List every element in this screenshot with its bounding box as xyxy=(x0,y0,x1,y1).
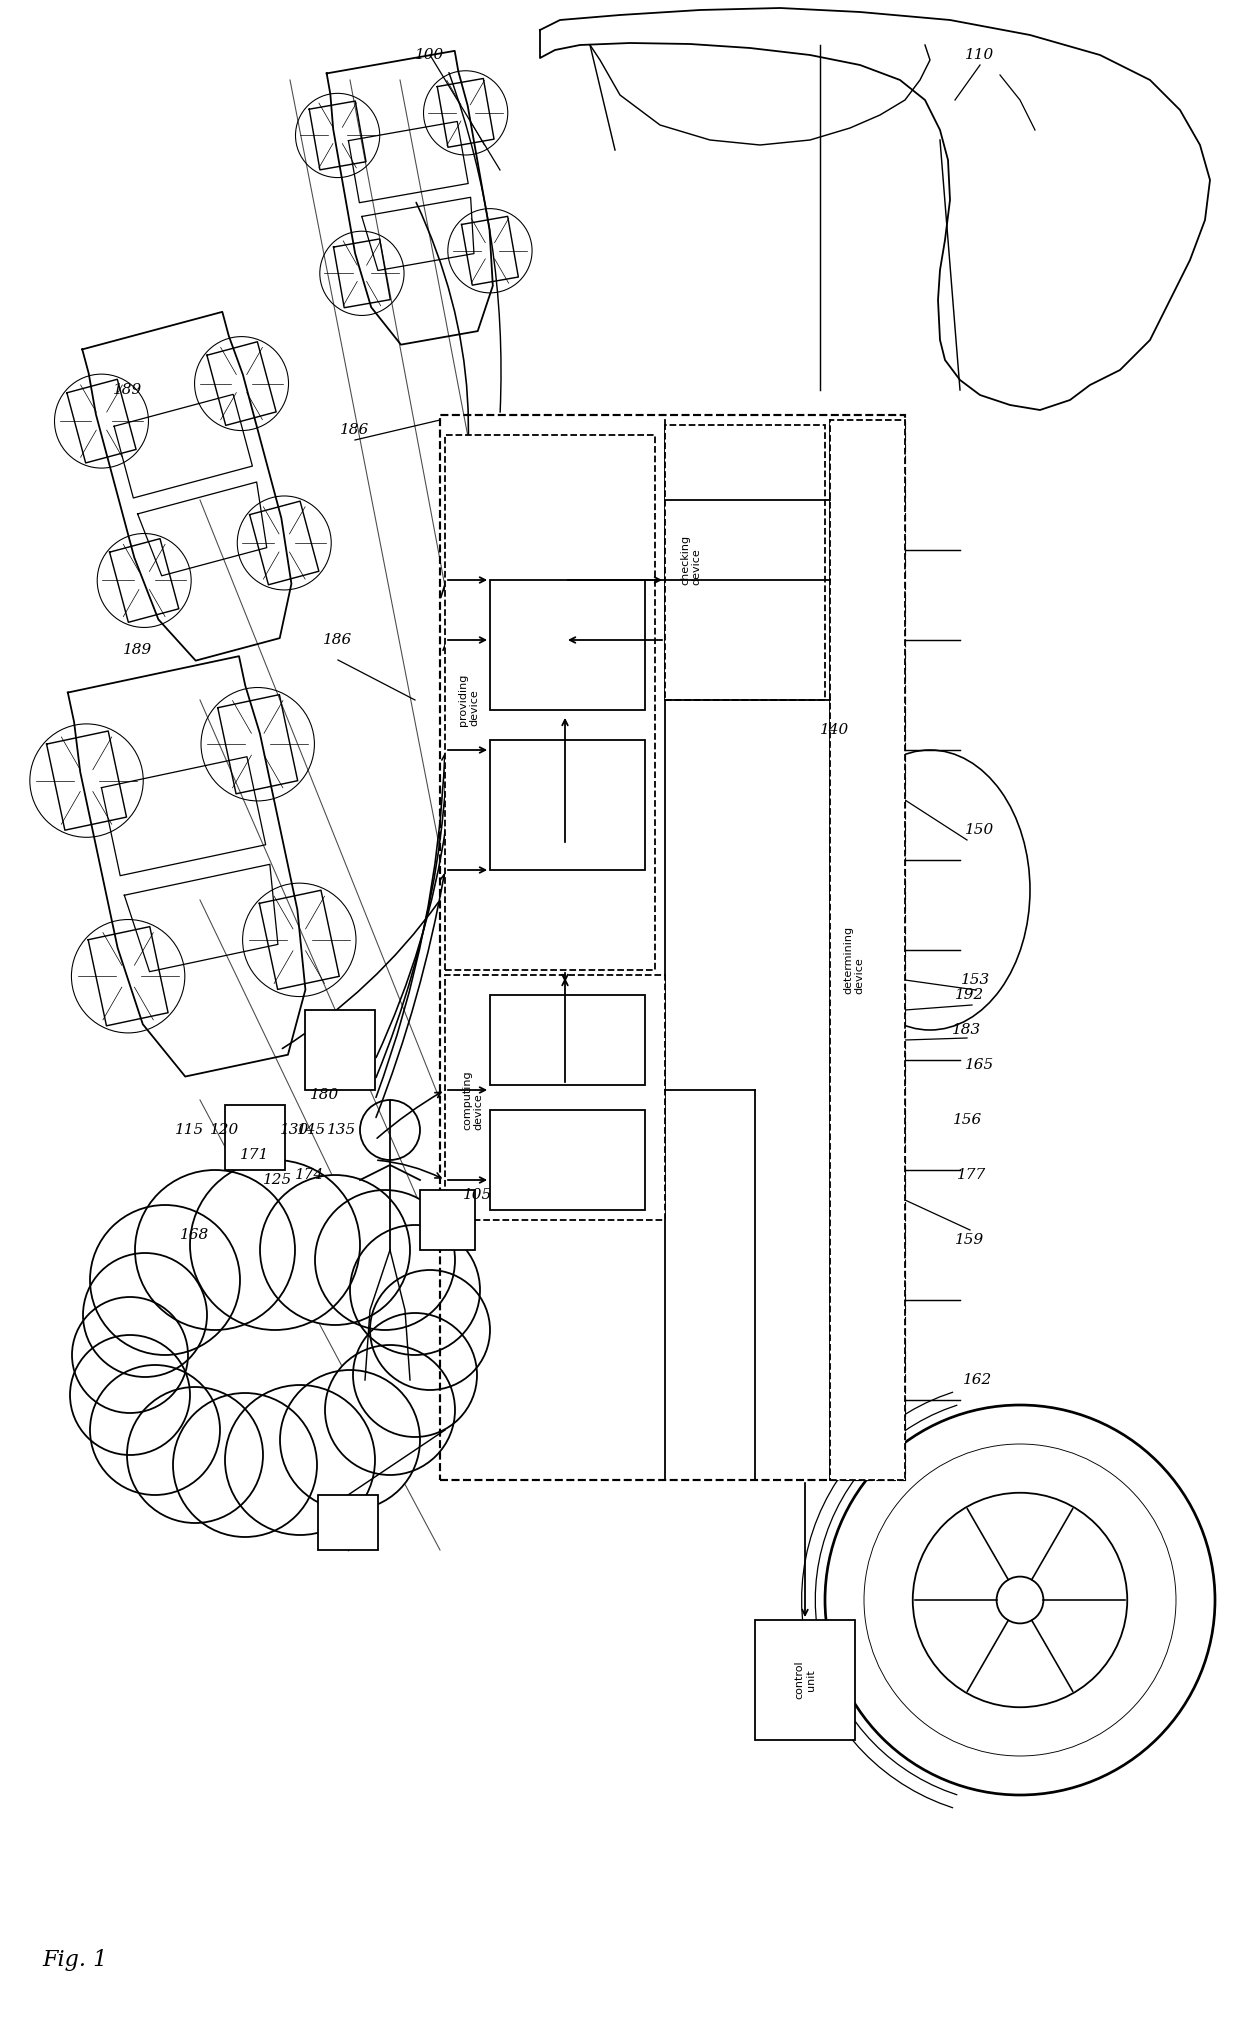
Bar xyxy=(755,1621,856,1741)
Text: checking
device: checking device xyxy=(680,535,702,586)
Bar xyxy=(665,425,825,700)
Circle shape xyxy=(190,1159,360,1331)
Circle shape xyxy=(69,1335,190,1455)
Text: 171: 171 xyxy=(241,1147,269,1161)
Text: 140: 140 xyxy=(821,723,849,737)
Text: 192: 192 xyxy=(955,988,985,1002)
Text: 165: 165 xyxy=(966,1057,994,1072)
Bar xyxy=(440,414,905,1480)
Bar xyxy=(445,435,655,969)
Bar xyxy=(490,996,645,1086)
Text: providing
device: providing device xyxy=(458,674,480,727)
Bar xyxy=(490,1110,645,1210)
Text: 150: 150 xyxy=(966,823,994,837)
Text: 115: 115 xyxy=(175,1123,205,1137)
Text: 156: 156 xyxy=(954,1112,982,1127)
Text: 105: 105 xyxy=(464,1188,492,1202)
Circle shape xyxy=(126,1388,263,1523)
Text: 135: 135 xyxy=(327,1123,357,1137)
Circle shape xyxy=(260,1176,410,1325)
Bar xyxy=(317,1494,378,1549)
Bar xyxy=(490,580,645,710)
Text: 159: 159 xyxy=(955,1233,985,1247)
Circle shape xyxy=(315,1190,455,1331)
Circle shape xyxy=(83,1253,207,1378)
Bar xyxy=(445,976,665,1221)
Text: 153: 153 xyxy=(961,974,991,988)
Circle shape xyxy=(353,1312,477,1437)
Text: 189: 189 xyxy=(113,384,143,398)
Circle shape xyxy=(325,1345,455,1476)
Text: 186: 186 xyxy=(340,422,370,437)
Text: 174: 174 xyxy=(295,1167,325,1182)
Circle shape xyxy=(224,1386,374,1535)
Text: 130: 130 xyxy=(280,1123,310,1137)
Circle shape xyxy=(91,1204,241,1355)
Text: 186: 186 xyxy=(324,633,352,647)
Text: 162: 162 xyxy=(963,1374,993,1388)
Bar xyxy=(305,1010,374,1090)
Text: 168: 168 xyxy=(180,1229,210,1243)
Text: 183: 183 xyxy=(952,1023,982,1037)
Text: 120: 120 xyxy=(211,1123,239,1137)
Text: 145: 145 xyxy=(298,1123,326,1137)
Bar xyxy=(224,1104,285,1169)
Circle shape xyxy=(280,1370,420,1510)
Text: 177: 177 xyxy=(957,1167,987,1182)
Circle shape xyxy=(91,1365,219,1494)
Circle shape xyxy=(72,1296,188,1412)
Text: Fig. 1: Fig. 1 xyxy=(42,1949,108,1972)
Bar xyxy=(490,741,645,869)
Text: 110: 110 xyxy=(966,49,994,61)
Text: 125: 125 xyxy=(263,1174,293,1188)
Bar xyxy=(420,1190,475,1249)
Text: 180: 180 xyxy=(310,1088,340,1102)
Bar xyxy=(830,420,905,1480)
Text: control
unit: control unit xyxy=(794,1661,816,1700)
Circle shape xyxy=(174,1394,317,1537)
Circle shape xyxy=(350,1225,480,1355)
Circle shape xyxy=(135,1169,295,1331)
Text: 189: 189 xyxy=(123,643,153,657)
Text: determining
device: determining device xyxy=(843,927,864,994)
Text: 100: 100 xyxy=(415,49,445,61)
Circle shape xyxy=(370,1270,490,1390)
Text: computing
device: computing device xyxy=(463,1069,484,1131)
